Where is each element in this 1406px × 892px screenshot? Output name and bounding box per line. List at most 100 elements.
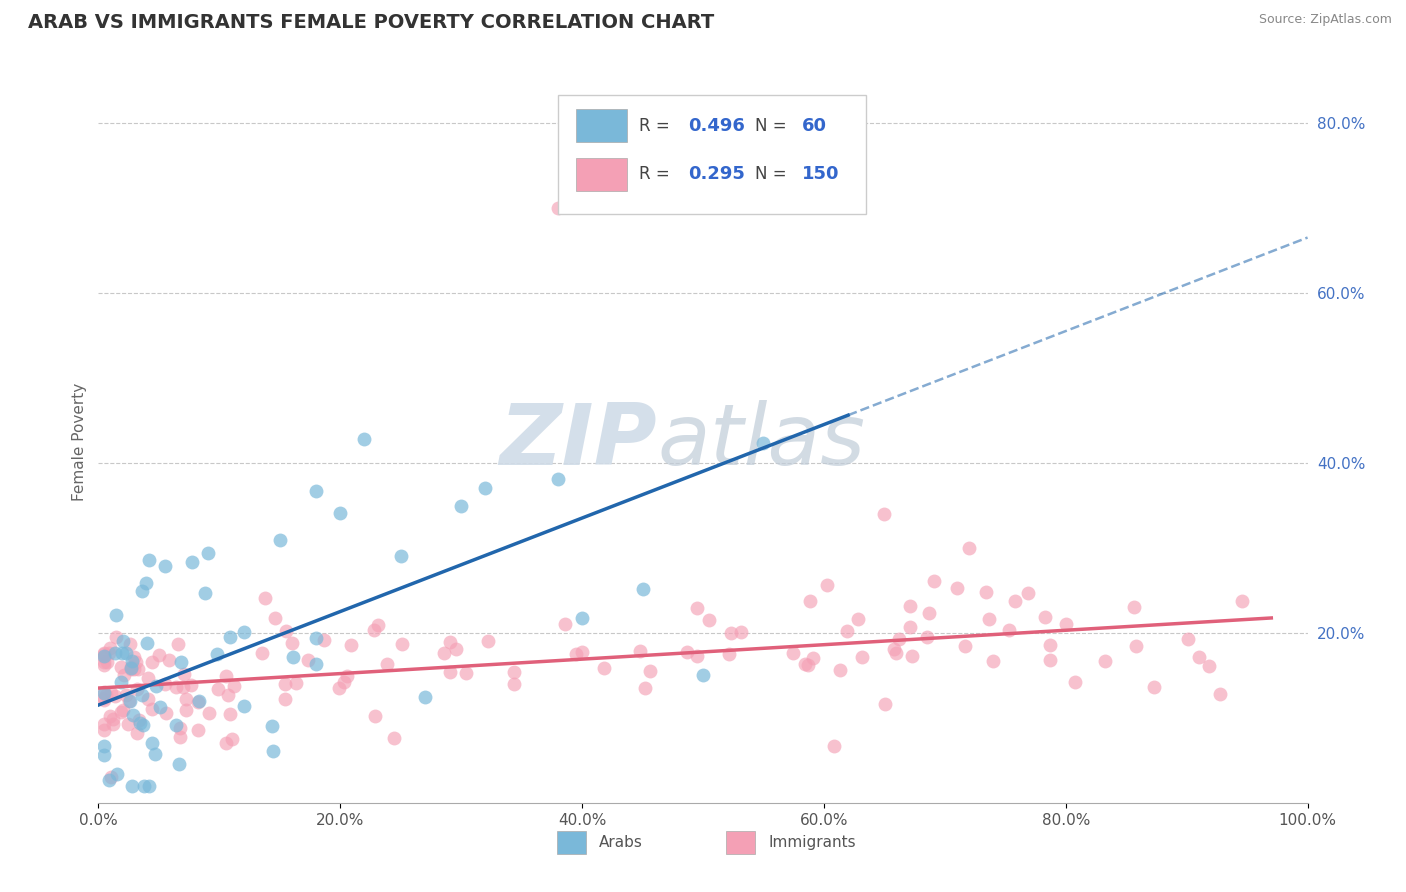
Point bbox=[474, 481, 496, 495]
Point bbox=[329, 507, 352, 521]
Point bbox=[110, 674, 132, 689]
Point bbox=[554, 616, 576, 631]
Point bbox=[444, 641, 467, 656]
Point bbox=[232, 698, 254, 713]
Point bbox=[114, 646, 136, 660]
Point bbox=[180, 555, 202, 569]
Text: R =: R = bbox=[638, 117, 675, 135]
Point bbox=[232, 624, 254, 639]
Point bbox=[93, 657, 115, 672]
Point bbox=[173, 666, 195, 681]
Point bbox=[1056, 616, 1078, 631]
Point bbox=[363, 623, 385, 637]
Point bbox=[104, 607, 127, 622]
Point bbox=[634, 681, 657, 695]
Point bbox=[565, 647, 588, 661]
Point bbox=[101, 717, 124, 731]
Point bbox=[93, 685, 115, 699]
Point bbox=[823, 739, 845, 753]
Point bbox=[1094, 654, 1116, 668]
Point bbox=[141, 702, 163, 716]
Point bbox=[111, 646, 134, 660]
Point bbox=[93, 649, 115, 664]
Point bbox=[391, 637, 413, 651]
Point bbox=[219, 630, 242, 644]
Point bbox=[176, 703, 198, 717]
Point bbox=[115, 688, 138, 702]
Point bbox=[110, 660, 132, 674]
Point bbox=[197, 546, 219, 560]
Point bbox=[118, 694, 141, 708]
Point bbox=[165, 718, 187, 732]
Point bbox=[188, 694, 211, 708]
Point bbox=[97, 772, 120, 787]
Point bbox=[187, 723, 209, 738]
Point bbox=[450, 499, 472, 513]
Point bbox=[143, 747, 166, 762]
Point bbox=[676, 645, 699, 659]
Point bbox=[305, 657, 328, 672]
Point bbox=[136, 671, 159, 685]
Point bbox=[174, 692, 197, 706]
Point bbox=[172, 681, 194, 695]
Text: Immigrants: Immigrants bbox=[768, 835, 856, 850]
Point bbox=[269, 533, 291, 548]
Point bbox=[977, 611, 1000, 625]
Point bbox=[883, 642, 905, 657]
Point bbox=[149, 699, 172, 714]
Point bbox=[107, 767, 129, 781]
Text: 60: 60 bbox=[803, 117, 827, 135]
FancyBboxPatch shape bbox=[576, 158, 627, 191]
Point bbox=[194, 586, 217, 600]
FancyBboxPatch shape bbox=[725, 831, 755, 855]
Point bbox=[887, 632, 910, 646]
Point bbox=[957, 541, 980, 555]
Point bbox=[628, 644, 651, 658]
Text: 0.295: 0.295 bbox=[689, 165, 745, 183]
Point bbox=[922, 574, 945, 589]
Point bbox=[129, 716, 152, 731]
Text: R =: R = bbox=[638, 165, 675, 183]
Point bbox=[1143, 680, 1166, 694]
Point bbox=[281, 649, 304, 664]
Point bbox=[93, 647, 115, 661]
Point bbox=[134, 575, 156, 590]
Point bbox=[141, 736, 163, 750]
Point bbox=[93, 646, 115, 660]
Point bbox=[121, 779, 143, 793]
Point bbox=[1177, 632, 1199, 647]
Point bbox=[697, 613, 720, 627]
Text: Source: ZipAtlas.com: Source: ZipAtlas.com bbox=[1258, 13, 1392, 27]
Point bbox=[439, 665, 461, 679]
Point bbox=[110, 705, 132, 719]
Point bbox=[93, 747, 115, 762]
Point bbox=[124, 662, 146, 676]
Point bbox=[165, 680, 187, 694]
Point bbox=[314, 633, 336, 648]
Point bbox=[851, 649, 873, 664]
Point bbox=[502, 665, 524, 680]
Point bbox=[718, 648, 741, 662]
Point bbox=[127, 726, 149, 740]
Point bbox=[305, 484, 328, 499]
Point bbox=[112, 633, 135, 648]
Point bbox=[93, 717, 115, 731]
Point bbox=[454, 666, 477, 681]
Point bbox=[125, 655, 148, 669]
Point bbox=[148, 648, 170, 662]
Point bbox=[638, 665, 661, 679]
Point bbox=[915, 630, 938, 644]
Point bbox=[367, 618, 389, 632]
Point bbox=[285, 675, 308, 690]
Point bbox=[1198, 658, 1220, 673]
Point bbox=[93, 686, 115, 700]
Point bbox=[94, 688, 117, 702]
Point bbox=[686, 649, 709, 664]
Point bbox=[120, 662, 142, 676]
Point bbox=[153, 677, 176, 691]
FancyBboxPatch shape bbox=[576, 109, 627, 143]
Text: atlas: atlas bbox=[657, 400, 865, 483]
Point bbox=[98, 709, 121, 723]
Point bbox=[122, 708, 145, 723]
Point bbox=[120, 660, 142, 674]
